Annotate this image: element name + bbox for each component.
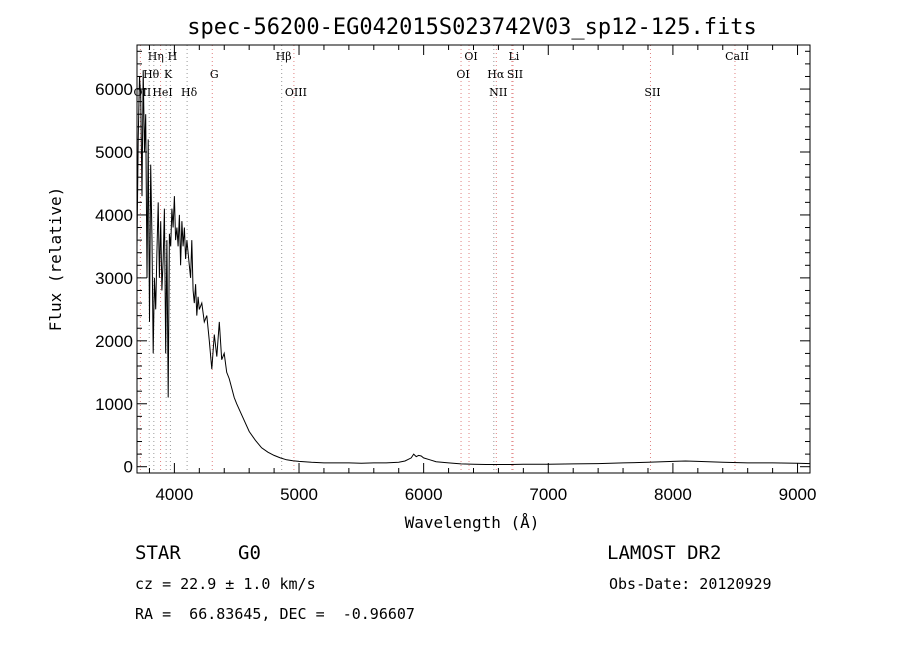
marker-label-2: Hβ [276,50,292,63]
marker-label-12: OII [134,86,152,99]
x-tick-label-4: 8000 [654,485,692,504]
marker-label-11: SII [507,68,523,81]
x-tick-label-1: 5000 [280,485,318,504]
x-tick-label-5: 9000 [779,485,817,504]
chart-title: spec-56200-EG042015S023742V03_sp12-125.f… [187,15,757,40]
y-tick-label-6: 6000 [95,80,133,99]
axis-ticks: 4000 5000 6000 7000 8000 9000 0 1000 2000 3000 400… [95,45,816,504]
marker-label-0: Hη [148,50,164,63]
y-tick-label-1: 1000 [95,395,133,414]
y-tick-label-3: 3000 [95,269,133,288]
redshift-cz: cz = 22.9 ± 1.0 km/s [135,575,316,593]
x-tick-label-0: 4000 [155,485,193,504]
marker-label-13: HeI [152,86,172,99]
marker-label-10: Hα [487,68,505,81]
marker-label-1: H [168,50,178,63]
x-axis-label: Wavelength (Å) [405,513,540,532]
survey-name: LAMOST DR2 [607,542,722,564]
marker-label-17: SII [644,86,660,99]
obs-date: Obs-Date: 20120929 [609,575,772,593]
y-tick-label-0: 0 [124,458,133,477]
spectrum-line-0 [136,70,811,465]
ra-dec: RA = 66.83645, DEC = -0.96607 [135,605,415,623]
x-tick-label-3: 7000 [529,485,567,504]
plot-frame [136,44,811,474]
marker-label-9: OI [456,68,469,81]
marker-label-6: Hθ [143,68,160,81]
marker-label-4: Li [508,50,519,63]
y-tick-label-5: 5000 [95,143,133,162]
marker-label-16: NII [489,86,507,99]
y-axis-label: Flux (relative) [46,187,65,332]
marker-label-15: OIII [285,86,307,99]
y-tick-label-2: 2000 [95,332,133,351]
marker-label-5: CaII [725,50,749,63]
x-tick-label-2: 6000 [405,485,443,504]
marker-label-3: OI [464,50,477,63]
marker-label-8: G [210,68,219,81]
marker-label-14: Hδ [181,86,198,99]
y-tick-label-4: 4000 [95,206,133,225]
marker-label-7: K [164,68,173,81]
data-series [136,70,811,465]
subclass: G0 [238,542,261,564]
object-type: STAR [135,542,181,564]
